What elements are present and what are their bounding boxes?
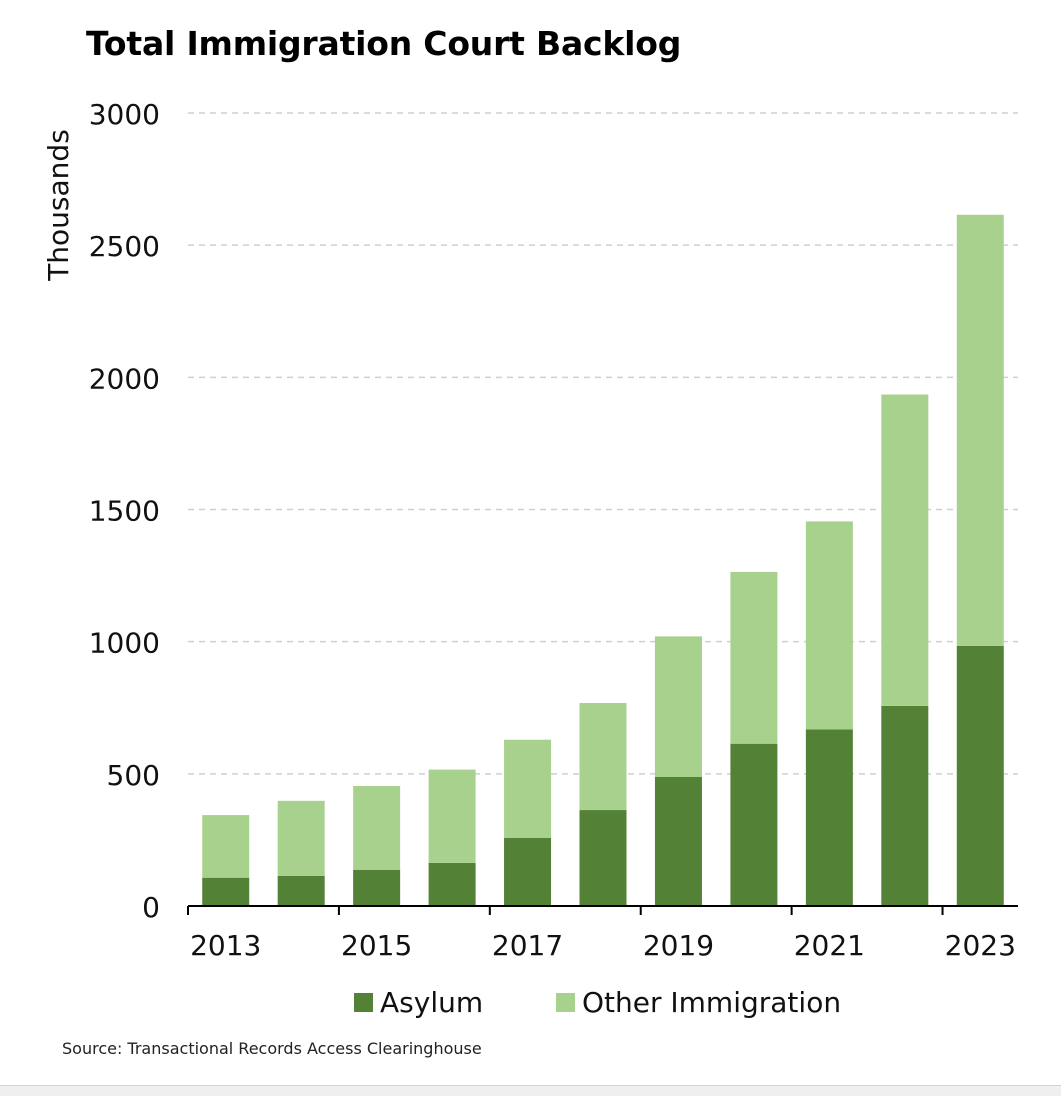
legend-item-asylum: Asylum — [354, 986, 483, 1019]
legend-swatch-other — [556, 993, 575, 1012]
x-tick-label: 2023 — [945, 929, 1016, 962]
y-axis-label: Thousands — [42, 129, 75, 282]
bar-other-2020 — [730, 571, 778, 744]
bar-asylum-2016 — [428, 862, 476, 906]
bar-other-2019 — [654, 636, 702, 778]
x-axis: 2013 2015 2017 2019 2021 2023 — [187, 905, 1018, 962]
legend-item-other: Other Immigration — [556, 986, 841, 1019]
x-tick-label: 2019 — [643, 929, 714, 962]
bar-asylum-2023 — [956, 645, 1004, 906]
legend: Asylum Other Immigration — [0, 986, 1061, 1030]
bar-asylum-2013 — [202, 877, 250, 906]
x-tick-label: 2021 — [794, 929, 865, 962]
bar-other-2014 — [277, 800, 325, 876]
legend-label-asylum: Asylum — [380, 986, 484, 1019]
x-tick-label: 2013 — [190, 929, 261, 962]
source-note: Source: Transactional Records Access Cle… — [62, 1039, 482, 1058]
bars — [202, 214, 1004, 906]
bar-other-2013 — [202, 815, 250, 878]
bar-asylum-2019 — [654, 777, 702, 906]
y-tick-label: 2500 — [89, 230, 160, 263]
window-bottom-edge — [0, 1085, 1061, 1096]
bar-asylum-2015 — [353, 869, 401, 906]
legend-swatch-asylum — [354, 993, 373, 1012]
bar-other-2017 — [504, 739, 552, 838]
y-tick-labels: 0 500 1000 1500 2000 2500 3000 — [89, 98, 160, 924]
legend-label-other: Other Immigration — [582, 986, 842, 1019]
y-tick-label: 3000 — [89, 98, 160, 131]
y-tick-label: 0 — [142, 891, 160, 924]
bar-other-2023 — [956, 214, 1004, 646]
y-tick-label: 1000 — [89, 627, 160, 660]
bar-other-2021 — [805, 521, 853, 730]
y-tick-label: 1500 — [89, 495, 160, 528]
y-tick-label: 2000 — [89, 362, 160, 395]
bar-asylum-2022 — [881, 705, 929, 906]
x-tick-label: 2015 — [341, 929, 412, 962]
x-tick-label: 2017 — [492, 929, 563, 962]
bar-asylum-2014 — [277, 875, 325, 906]
bar-asylum-2020 — [730, 743, 778, 906]
bar-other-2022 — [881, 394, 929, 706]
bar-asylum-2017 — [504, 837, 552, 906]
chart-title: Total Immigration Court Backlog — [86, 24, 682, 63]
y-tick-label: 500 — [107, 759, 160, 792]
bar-other-2015 — [353, 785, 401, 870]
bar-other-2016 — [428, 769, 476, 863]
bar-other-2018 — [579, 702, 627, 811]
bar-asylum-2018 — [579, 810, 627, 906]
bar-asylum-2021 — [805, 729, 853, 906]
